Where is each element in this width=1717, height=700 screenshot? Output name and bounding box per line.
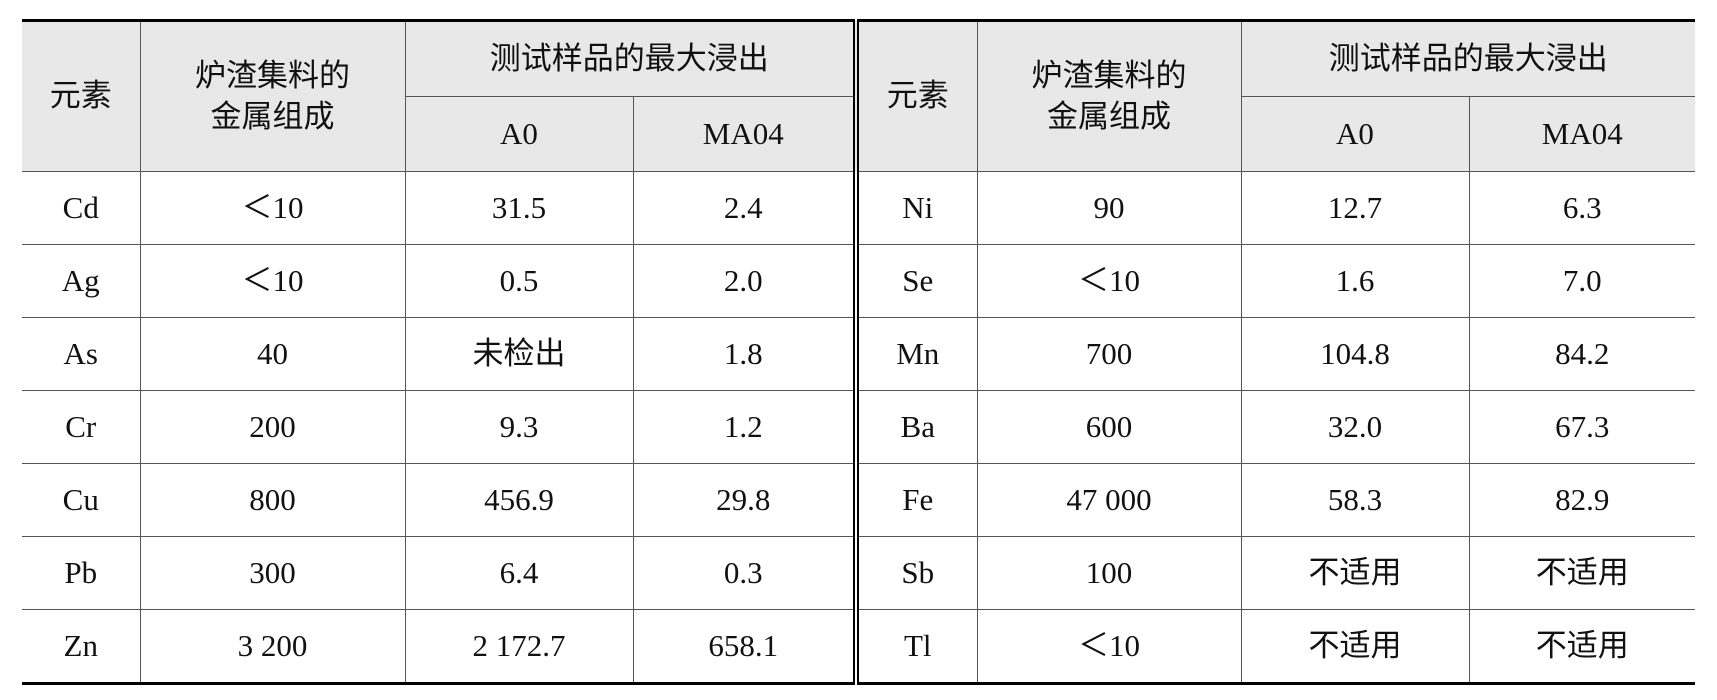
table-cell: Zn	[22, 609, 141, 685]
table-cell: 658.1	[632, 609, 857, 685]
header-line: 炉渣集料的	[1031, 58, 1187, 94]
table-cell: 84.2	[1468, 317, 1695, 391]
header-line: 金属组成	[210, 98, 335, 134]
table-cell: ＜10	[976, 244, 1242, 318]
table-cell: Sb	[853, 536, 978, 610]
header-cell: 炉渣集料的 金属组成	[976, 19, 1242, 172]
table-cell: 2 172.7	[404, 609, 634, 685]
table-cell: 31.5	[404, 171, 634, 245]
table-cell: 1.2	[632, 390, 857, 464]
header-cell: 测试样品的最大浸出	[1240, 19, 1695, 97]
header-cell: MA04	[1468, 96, 1695, 172]
table-cell: 67.3	[1468, 390, 1695, 464]
table-cell: Ni	[853, 171, 978, 245]
table-row: As 40 未检出 1.8 Mn 700 104.8 84.2	[22, 317, 1695, 391]
table-cell: 6.3	[1468, 171, 1695, 245]
table-row: Ag ＜10 0.5 2.0 Se ＜10 1.6 7.0	[22, 244, 1695, 318]
table-cell: 6.4	[404, 536, 634, 610]
header-line: 炉渣集料的	[195, 58, 350, 94]
table-row: Pb 300 6.4 0.3 Sb 100 不适用 不适用	[22, 536, 1695, 610]
table-cell: 0.3	[632, 536, 857, 610]
table-cell: Cu	[22, 463, 141, 537]
table-cell: 800	[139, 463, 406, 537]
table-cell: 2.0	[632, 244, 857, 318]
table-cell: Fe	[853, 463, 978, 537]
table-cell: 2.4	[632, 171, 857, 245]
table-cell: 600	[976, 390, 1242, 464]
table-body: Cd ＜10 31.5 2.4 Ni 90 12.7 6.3 Ag ＜10 0.5 2.0 Se ＜10 1…	[22, 171, 1695, 685]
table-row: Cu 800 456.9 29.8 Fe 47 000 58.3 82.9	[22, 463, 1695, 537]
table-cell: 12.7	[1240, 171, 1470, 245]
header-cell: 测试样品的最大浸出	[404, 19, 857, 97]
table-cell: Tl	[853, 609, 978, 685]
table-cell: 90	[976, 171, 1242, 245]
header-cell: A0	[405, 96, 634, 172]
table-cell: Se	[853, 244, 978, 318]
table-cell: ＜10	[139, 171, 406, 245]
table-cell: As	[22, 317, 141, 391]
header-line: 金属组成	[1047, 98, 1171, 134]
table-cell: 1.8	[632, 317, 857, 391]
table-cell: 700	[976, 317, 1242, 391]
table-row: Cr 200 9.3 1.2 Ba 600 32.0 67.3	[22, 390, 1695, 464]
table-cell: 58.3	[1240, 463, 1470, 537]
table-cell: Mn	[853, 317, 978, 391]
table-cell: 不适用	[1240, 536, 1470, 610]
header-row: A0 MA04 A0 MA04	[22, 96, 1695, 172]
table-cell: Ag	[22, 244, 141, 318]
header-cell: 元素	[853, 19, 978, 172]
table-cell: 200	[139, 390, 406, 464]
table-cell: 29.8	[632, 463, 857, 537]
header-cell: MA04	[632, 96, 857, 172]
table-cell: Pb	[22, 536, 141, 610]
table-cell: 82.9	[1468, 463, 1695, 537]
table-cell: 不适用	[1240, 609, 1470, 685]
table-cell: 104.8	[1240, 317, 1470, 391]
data-table: 元素 炉渣集料的 金属组成 测试样品的最大浸出 元素 炉渣集料的 金属组成 测试样品的最大浸出…	[22, 19, 1695, 685]
table-cell: ＜10	[976, 609, 1242, 685]
table-cell: Ba	[853, 390, 978, 464]
table-cell: 1.6	[1240, 244, 1470, 318]
header-cell: A0	[1240, 96, 1470, 172]
table-cell: 不适用	[1468, 536, 1695, 610]
table-row: Zn 3 200 2 172.7 658.1 Tl ＜10 不适用 不适用	[22, 609, 1695, 685]
table-header: 元素 炉渣集料的 金属组成 测试样品的最大浸出 元素 炉渣集料的 金属组成 测试样品的最大浸出…	[22, 19, 1695, 172]
header-cell: 炉渣集料的 金属组成	[139, 19, 406, 172]
table-cell: 不适用	[1468, 609, 1695, 685]
header-row: 元素 炉渣集料的 金属组成 测试样品的最大浸出 元素 炉渣集料的 金属组成 测试样品的最大浸出	[22, 19, 1695, 172]
table-cell: ＜10	[139, 244, 406, 318]
table-cell: 456.9	[404, 463, 634, 537]
table-cell: Cr	[22, 390, 141, 464]
table-cell: 47 000	[976, 463, 1242, 537]
table-cell: 300	[139, 536, 406, 610]
table-cell: 7.0	[1468, 244, 1695, 318]
table-row: Cd ＜10 31.5 2.4 Ni 90 12.7 6.3	[22, 171, 1695, 245]
table-cell: 32.0	[1240, 390, 1470, 464]
table-cell: 未检出	[404, 317, 634, 391]
table-cell: 9.3	[404, 390, 634, 464]
table-cell: 100	[976, 536, 1242, 610]
table-cell: 3 200	[139, 609, 406, 685]
table-cell: Cd	[22, 171, 141, 245]
header-cell: 元素	[22, 19, 141, 172]
table-cell: 0.5	[404, 244, 634, 318]
table-cell: 40	[139, 317, 406, 391]
